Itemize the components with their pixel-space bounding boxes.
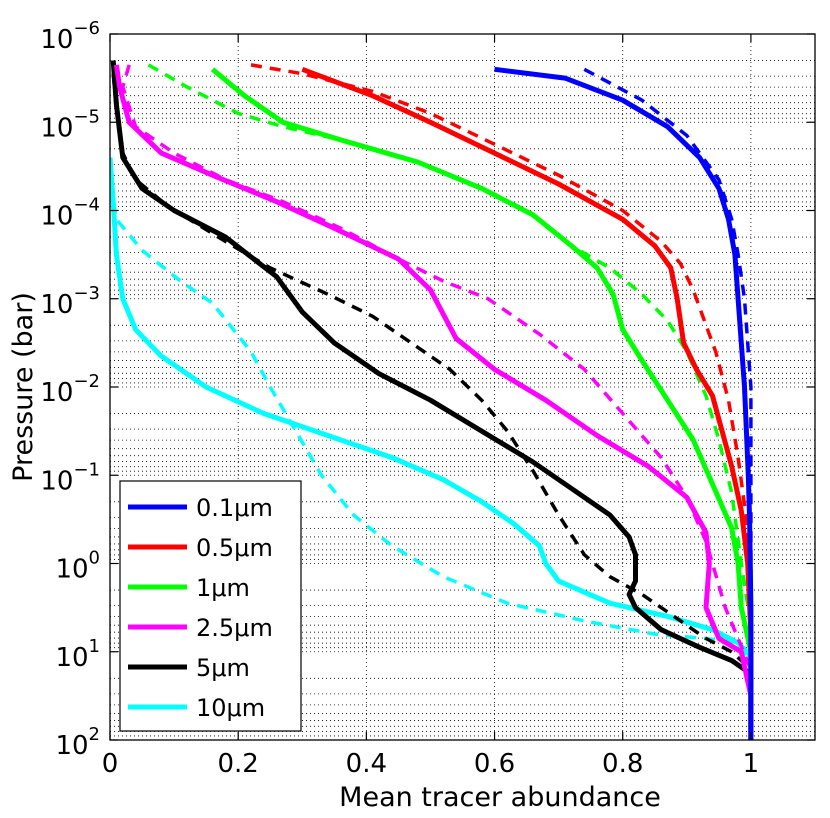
legend-label: 5μm — [196, 654, 250, 682]
series-dashed-0-1m — [583, 67, 753, 740]
y-tick-label: 10−3 — [40, 283, 100, 320]
y-tick-label: 10−5 — [40, 106, 100, 143]
series-dashed-0-5m — [250, 63, 753, 740]
legend-label: 10μm — [196, 694, 265, 722]
x-axis-label: Mean tracer abundance — [339, 782, 661, 813]
legend: 0.1μm 0.5μm 1μm 2.5μm 5μm 10μm — [119, 480, 302, 732]
series-solid-0-1m — [494, 66, 754, 740]
x-tick-label: 0 — [102, 749, 119, 779]
series-solid-5m — [110, 60, 754, 740]
x-tick-label: 1 — [743, 749, 760, 779]
grid — [110, 34, 815, 740]
y-tick-label: 10−6 — [40, 18, 100, 55]
axis-ticks: 0 0.2 0.4 0.6 0.8 1 10−6 10−5 10−4 10−3 10−2 10−1 10… — [40, 18, 815, 779]
legend-label: 1μm — [196, 574, 250, 602]
series-solid-10m — [110, 157, 754, 740]
x-tick-label: 0.6 — [474, 749, 515, 779]
legend-box — [119, 480, 302, 732]
legend-label: 2.5μm — [196, 614, 273, 642]
legend-label: 0.1μm — [196, 494, 273, 522]
y-tick-label: 10−1 — [40, 459, 100, 496]
y-tick-label: 10−4 — [40, 195, 100, 232]
series-solid-0-5m — [301, 66, 754, 740]
y-tick-label: 100 — [55, 548, 100, 585]
legend-label: 0.5μm — [196, 534, 273, 562]
y-axis-label: Pressure (bar) — [8, 292, 39, 482]
y-tick-label: 102 — [55, 724, 100, 761]
x-tick-label: 0.8 — [602, 749, 643, 779]
x-tick-label: 0.4 — [346, 749, 387, 779]
x-tick-label: 0.2 — [218, 749, 259, 779]
series-solid-2-5m — [113, 64, 754, 740]
y-tick-label: 10−2 — [40, 371, 100, 408]
series-solid-1m — [210, 67, 754, 740]
series-lines — [110, 60, 754, 740]
y-tick-label: 101 — [55, 636, 100, 673]
